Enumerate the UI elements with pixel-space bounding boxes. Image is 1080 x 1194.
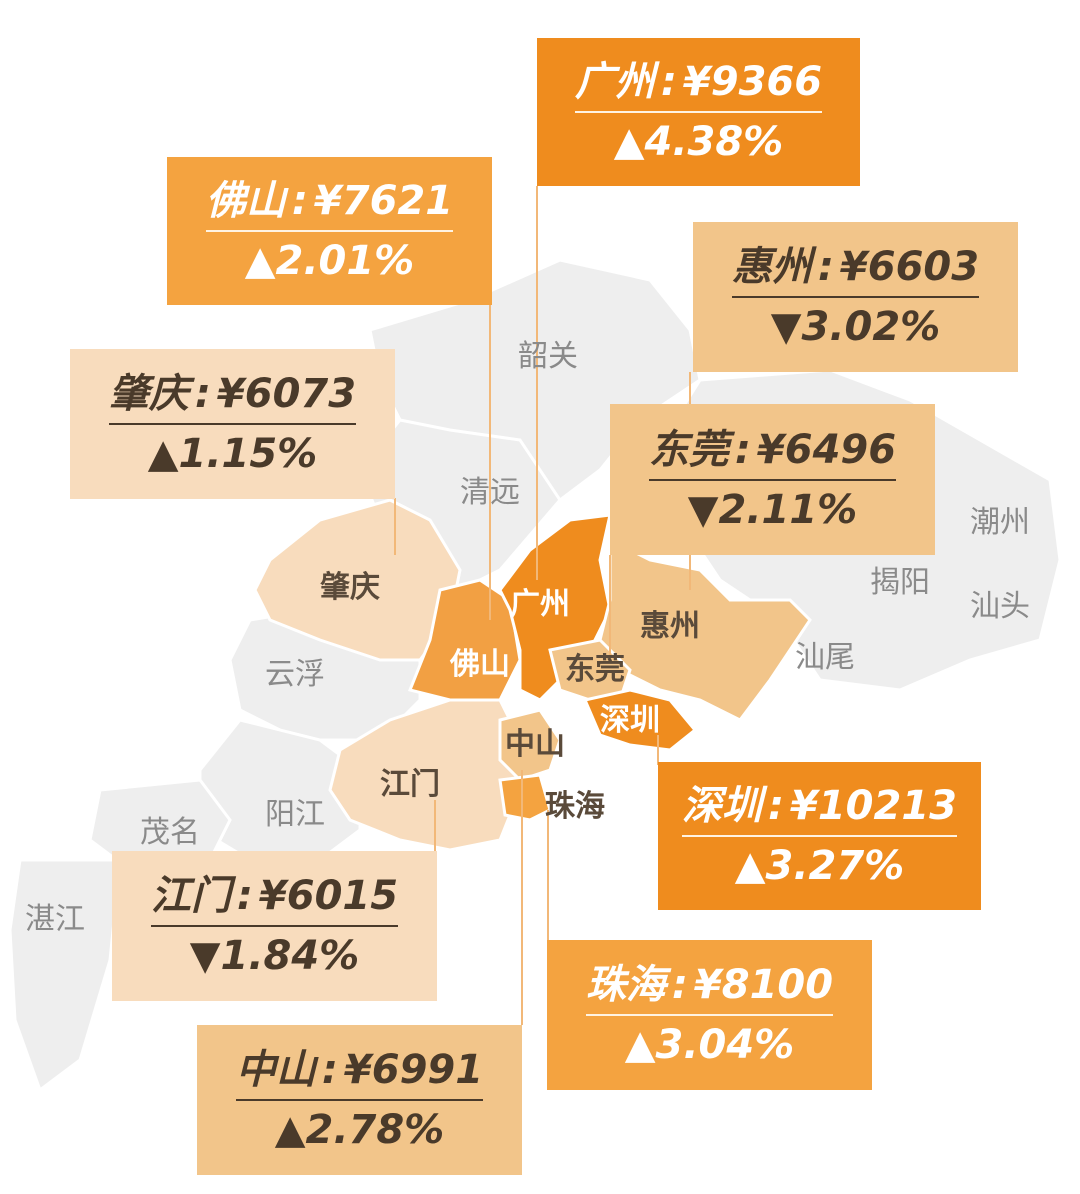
card-guangzhou-price-line: 广州: ¥9366 bbox=[574, 59, 823, 113]
card-dongguan-price-line: 东莞: ¥6496 bbox=[648, 426, 897, 481]
trend-down-icon: ▼ bbox=[687, 486, 719, 533]
card-huizhou-change: 3.02% bbox=[801, 304, 941, 350]
trend-down-icon: ▼ bbox=[770, 304, 802, 350]
card-jiangmen-name: 江门 bbox=[150, 873, 231, 919]
label-zhanjiang: 湛江 bbox=[25, 902, 85, 937]
card-shenzhen-price: ¥10213 bbox=[790, 783, 957, 829]
card-zhaoqing-price: ¥6073 bbox=[216, 371, 357, 417]
label-shaoguan: 韶关 bbox=[518, 339, 578, 374]
label-dongguan: 东莞 bbox=[565, 652, 625, 687]
card-huizhou-price-line: 惠州: ¥6603 bbox=[731, 244, 980, 298]
label-foshan: 佛山 bbox=[450, 647, 510, 682]
label-shantou: 汕头 bbox=[970, 589, 1030, 624]
card-jiangmen-price: ¥6015 bbox=[258, 873, 399, 919]
card-guangzhou-name: 广州 bbox=[574, 59, 655, 105]
label-chaozhou: 潮州 bbox=[970, 505, 1030, 540]
card-guangzhou-change: 4.38% bbox=[644, 119, 784, 165]
card-zhaoqing-change: 1.15% bbox=[178, 431, 318, 477]
card-huizhou-name: 惠州 bbox=[731, 244, 812, 290]
card-zhaoqing-name: 肇庆 bbox=[108, 371, 189, 417]
card-zhongshan: 中山: ¥6991 ▲2.78% bbox=[197, 1025, 522, 1175]
label-qingyuan: 清远 bbox=[460, 475, 520, 510]
card-shenzhen: 深圳: ¥10213 ▲3.27% bbox=[658, 762, 981, 910]
region-zhanjiang bbox=[8, 858, 122, 1093]
card-guangzhou-price: ¥9366 bbox=[682, 59, 823, 105]
region-zhuhai bbox=[498, 773, 552, 822]
card-dongguan-change-line: ▼2.11% bbox=[688, 489, 858, 531]
card-zhuhai-change-line: ▲3.04% bbox=[625, 1024, 795, 1066]
card-dongguan: 东莞: ¥6496 ▼2.11% bbox=[610, 404, 935, 555]
trend-down-icon: ▼ bbox=[189, 933, 221, 979]
card-dongguan-change: 2.11% bbox=[718, 486, 858, 533]
card-jiangmen-change: 1.84% bbox=[220, 933, 360, 979]
card-zhuhai-price: ¥8100 bbox=[693, 962, 834, 1008]
card-dongguan-name: 东莞 bbox=[648, 426, 729, 473]
core-regions bbox=[253, 498, 812, 852]
label-zhaoqing: 肇庆 bbox=[320, 570, 380, 605]
label-yunfu: 云浮 bbox=[265, 657, 325, 692]
trend-up-icon: ▲ bbox=[613, 119, 645, 165]
card-dongguan-price: ¥6496 bbox=[756, 426, 897, 473]
card-zhaoqing-price-line: 肇庆: ¥6073 bbox=[108, 371, 357, 425]
label-shenzhen: 深圳 bbox=[600, 703, 660, 738]
label-shanwei: 汕尾 bbox=[795, 640, 855, 675]
card-zhaoqing-change-line: ▲1.15% bbox=[148, 433, 318, 475]
card-shenzhen-change: 3.27% bbox=[765, 843, 905, 889]
label-yangjiang: 阳江 bbox=[265, 797, 325, 832]
trend-up-icon: ▲ bbox=[274, 1107, 306, 1153]
card-zhongshan-price: ¥6991 bbox=[343, 1047, 484, 1093]
card-jiangmen-price-line: 江门: ¥6015 bbox=[150, 873, 399, 927]
card-zhuhai-name: 珠海 bbox=[585, 962, 666, 1008]
card-zhongshan-change-line: ▲2.78% bbox=[275, 1109, 445, 1151]
trend-up-icon: ▲ bbox=[624, 1022, 656, 1068]
card-zhongshan-price-line: 中山: ¥6991 bbox=[235, 1047, 484, 1101]
label-huizhou: 惠州 bbox=[640, 609, 700, 644]
card-zhuhai-price-line: 珠海: ¥8100 bbox=[585, 962, 834, 1016]
label-jieyang: 揭阳 bbox=[870, 565, 930, 600]
label-jiangmen: 江门 bbox=[380, 767, 440, 802]
card-huizhou: 惠州: ¥6603 ▼3.02% bbox=[693, 222, 1018, 372]
card-zhongshan-change: 2.78% bbox=[305, 1107, 445, 1153]
card-shenzhen-name: 深圳 bbox=[682, 783, 762, 829]
card-zhuhai-change: 3.04% bbox=[655, 1022, 795, 1068]
card-huizhou-change-line: ▼3.02% bbox=[771, 306, 941, 348]
region-zhongshan bbox=[498, 708, 562, 782]
card-huizhou-price: ¥6603 bbox=[839, 244, 980, 290]
card-foshan-price-line: 佛山: ¥7621 bbox=[205, 178, 454, 232]
card-foshan-price: ¥7621 bbox=[313, 178, 454, 224]
trend-up-icon: ▲ bbox=[244, 238, 276, 284]
card-foshan-change-line: ▲2.01% bbox=[245, 240, 415, 282]
card-zhuhai: 珠海: ¥8100 ▲3.04% bbox=[547, 940, 872, 1090]
label-zhongshan: 中山 bbox=[505, 727, 565, 762]
label-guangzhou: 广州 bbox=[510, 587, 570, 622]
card-shenzhen-change-line: ▲3.27% bbox=[735, 845, 905, 887]
card-foshan-name: 佛山 bbox=[205, 178, 286, 224]
card-shenzhen-price-line: 深圳: ¥10213 bbox=[682, 785, 957, 837]
card-foshan-change: 2.01% bbox=[275, 238, 415, 284]
card-zhaoqing: 肇庆: ¥6073 ▲1.15% bbox=[70, 349, 395, 499]
card-jiangmen-change-line: ▼1.84% bbox=[190, 935, 360, 977]
card-zhongshan-name: 中山 bbox=[235, 1047, 316, 1093]
card-jiangmen: 江门: ¥6015 ▼1.84% bbox=[112, 851, 437, 1001]
card-guangzhou: 广州: ¥9366 ▲4.38% bbox=[537, 38, 860, 186]
trend-up-icon: ▲ bbox=[147, 431, 179, 477]
region-shenzhen bbox=[582, 688, 698, 752]
trend-up-icon: ▲ bbox=[734, 843, 766, 889]
card-guangzhou-change-line: ▲4.38% bbox=[614, 121, 784, 163]
label-zhuhai: 珠海 bbox=[545, 789, 605, 824]
card-foshan: 佛山: ¥7621 ▲2.01% bbox=[167, 157, 492, 305]
label-maoming: 茂名 bbox=[140, 815, 200, 850]
